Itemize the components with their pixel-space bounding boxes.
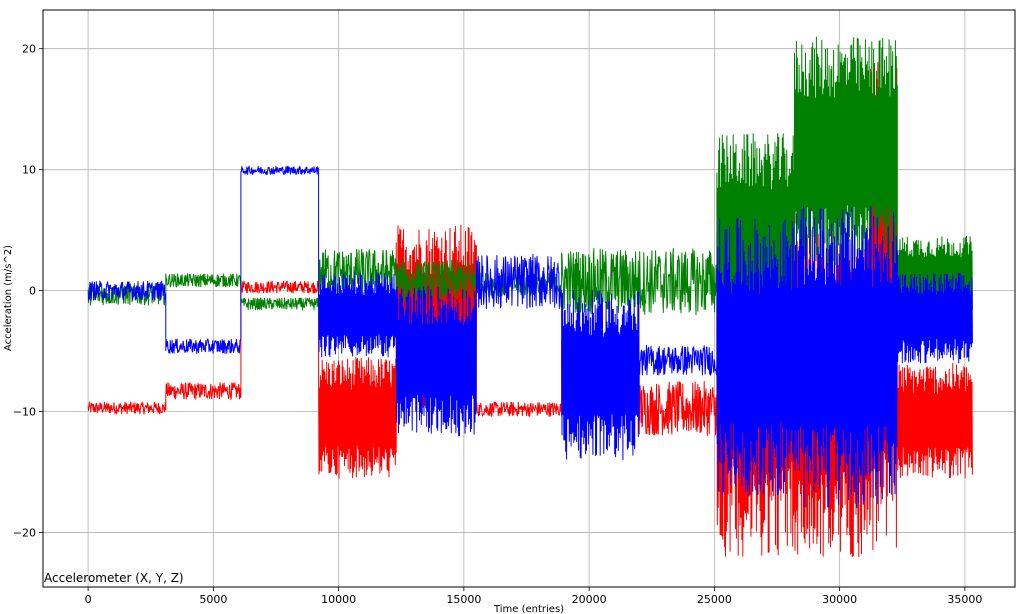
y-tick-label: 20	[22, 43, 36, 56]
trace-z	[87, 165, 973, 509]
y-tick-label: −10	[13, 406, 36, 419]
x-tick-label: 0	[85, 593, 92, 606]
x-tick-label: 5000	[199, 593, 227, 606]
x-tick-label: 25000	[697, 593, 732, 606]
plot-frame	[42, 9, 1016, 588]
y-axis-label: Acceleration (m/s^2)	[3, 245, 14, 351]
axis-ticks: 0 5000 10000 15000 20000 25000 30000 35000 −20 −1…	[13, 43, 983, 606]
y-tick-label: −20	[13, 527, 36, 540]
series-z	[87, 165, 973, 509]
series-x	[87, 62, 973, 558]
x-tick-label: 15000	[446, 593, 481, 606]
x-tick-label: 30000	[822, 593, 857, 606]
chart-title: Accelerometer (X, Y, Z)	[44, 571, 184, 585]
x-tick-label: 10000	[321, 593, 356, 606]
x-axis-label: Time (entries)	[493, 604, 564, 614]
trace-x	[87, 62, 973, 558]
x-tick-label: 20000	[572, 593, 607, 606]
y-tick-label: 0	[29, 285, 36, 298]
x-tick-label: 35000	[947, 593, 982, 606]
series-traces	[87, 36, 973, 558]
y-tick-label: 10	[22, 164, 36, 177]
